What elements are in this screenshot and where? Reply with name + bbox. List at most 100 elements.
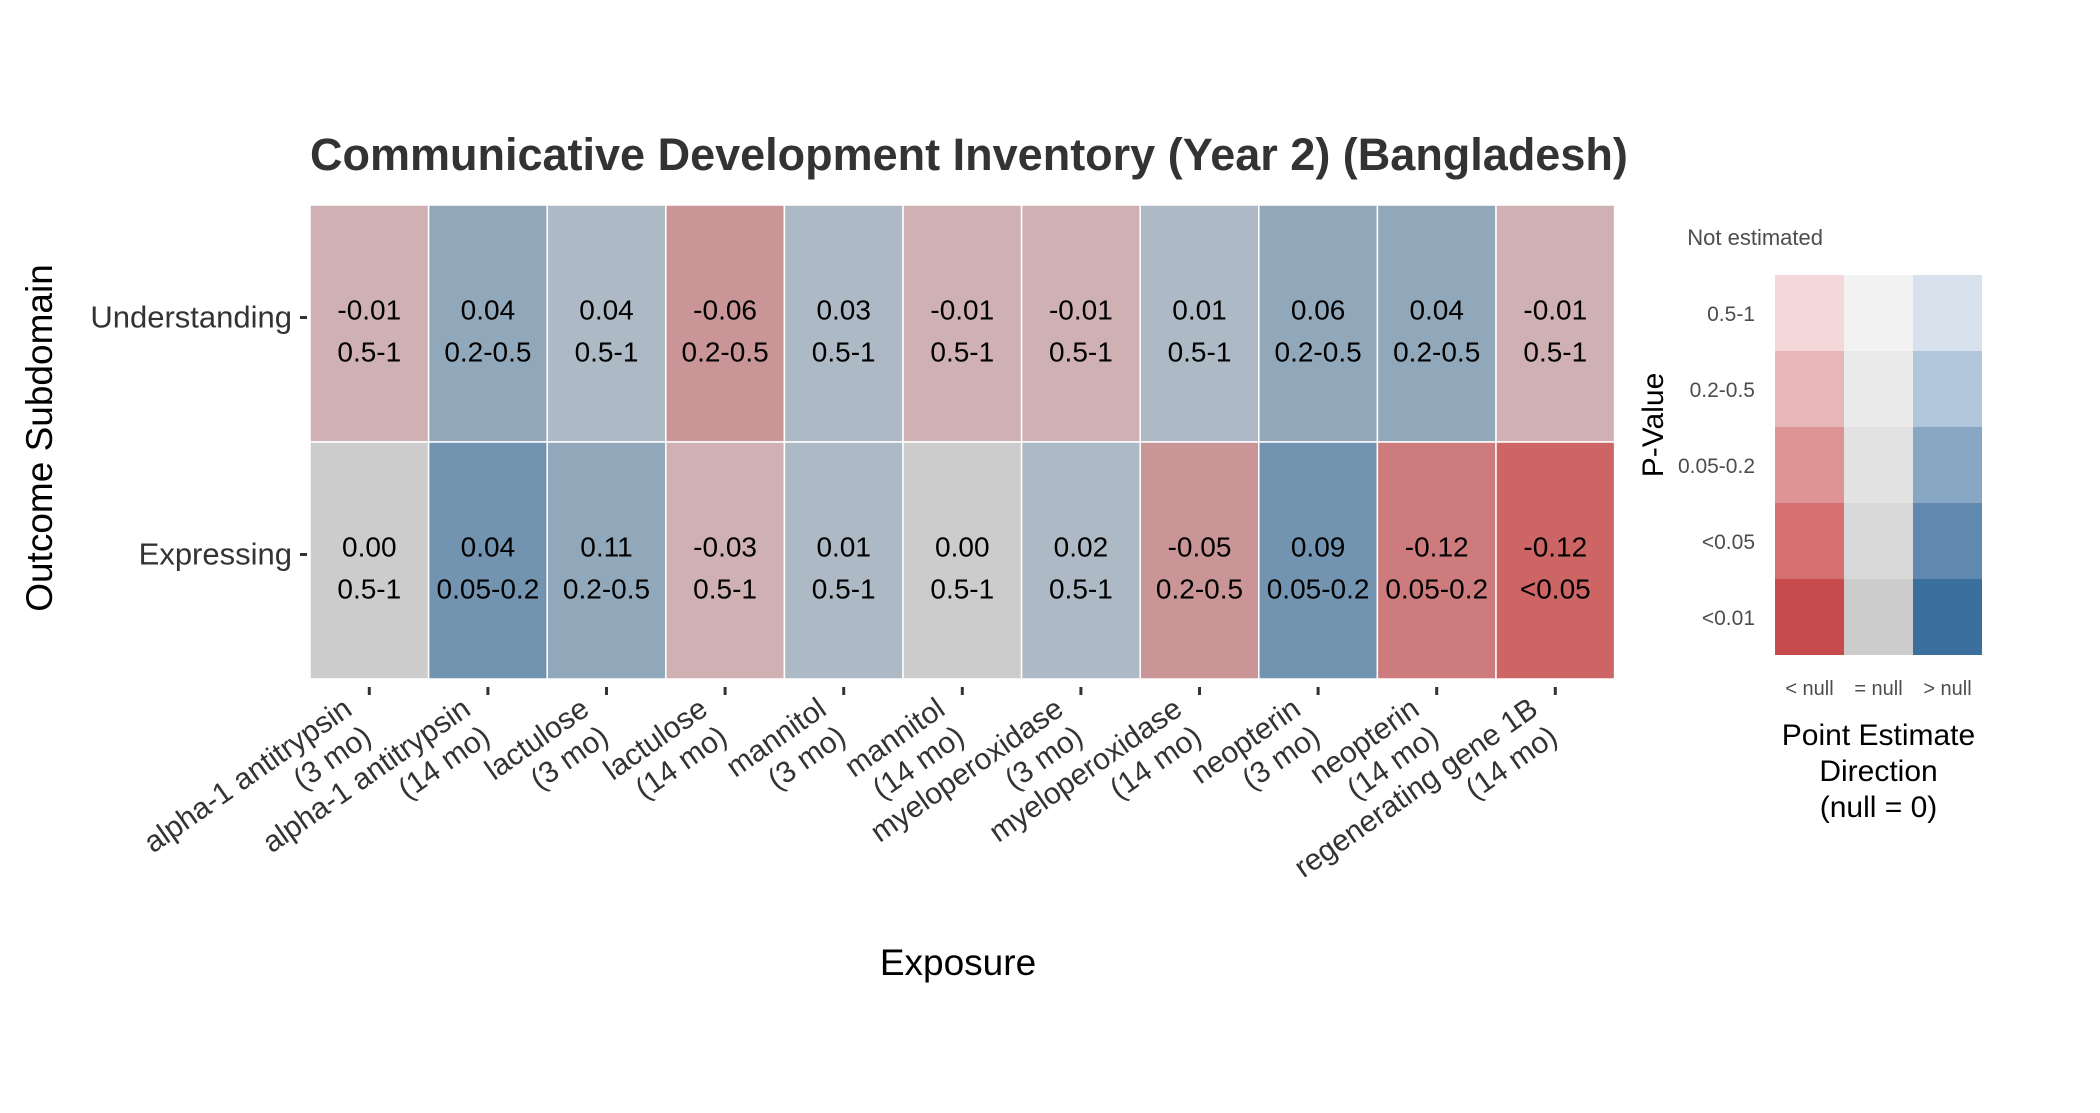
- legend-swatch: [1913, 503, 1982, 579]
- legend-swatch: [1844, 351, 1913, 427]
- legend-swatch: [1775, 427, 1844, 503]
- legend-pvalue-label: <0.05: [1702, 531, 1755, 554]
- x-tick-label: neopterin(3 mo): [1185, 692, 1326, 819]
- cell-estimate-label: 0.04: [1409, 295, 1464, 326]
- cell-pvalue-label: 0.05-0.2: [1385, 574, 1488, 605]
- cell-pvalue-label: <0.05: [1520, 574, 1591, 605]
- legend-pvalue-label: 0.5-1: [1707, 303, 1755, 326]
- cell-pvalue-label: 0.2-0.5: [1275, 337, 1362, 368]
- legend-swatch: [1775, 579, 1844, 655]
- cell-pvalue-label: 0.5-1: [337, 574, 401, 605]
- cell-pvalue-label: 0.5-1: [812, 337, 876, 368]
- cell-pvalue-label: 0.5-1: [930, 574, 994, 605]
- cell-estimate-label: -0.01: [1523, 295, 1587, 326]
- cell-estimate-label: -0.01: [1049, 295, 1113, 326]
- heatmap-cell: [665, 441, 786, 680]
- cell-pvalue-label: 0.05-0.2: [437, 574, 540, 605]
- heatmap-cell: [783, 204, 904, 443]
- cell-pvalue-label: 0.5-1: [1168, 337, 1232, 368]
- legend-swatch: [1775, 275, 1844, 351]
- x-axis-title: Exposure: [880, 942, 1036, 983]
- legend-not-estimated-label: Not estimated: [1687, 225, 1823, 250]
- cell-pvalue-label: 0.5-1: [812, 574, 876, 605]
- heatmap-cell: [1376, 441, 1497, 680]
- chart-title: Communicative Development Inventory (Yea…: [310, 129, 1628, 180]
- cell-pvalue-label: 0.2-0.5: [563, 574, 650, 605]
- x-tick-label: mannitol(3 mo): [720, 692, 851, 812]
- y-axis-title: Outcome Subdomain: [19, 264, 60, 612]
- legend-swatch: [1775, 351, 1844, 427]
- heatmap-cell: [902, 204, 1023, 443]
- legend-swatch: [1913, 427, 1982, 503]
- cell-estimate-label: -0.12: [1405, 532, 1469, 563]
- cell-estimate-label: 0.04: [579, 295, 634, 326]
- heatmap-cell: [1139, 204, 1260, 443]
- x-tick-label: lactulose(3 mo): [479, 692, 614, 815]
- cell-pvalue-label: 0.5-1: [930, 337, 994, 368]
- x-tick-label: alpha-1 antitrypsin(14 mo): [257, 692, 496, 887]
- legend-swatch: [1913, 351, 1982, 427]
- legend: P-Value Not estimated 0.5-1 0.2-0.5 0.05-0…: [1637, 225, 1982, 824]
- cell-pvalue-label: 0.2-0.5: [1393, 337, 1480, 368]
- cell-estimate-label: 0.01: [1172, 295, 1227, 326]
- heatmap-cell: [309, 441, 430, 680]
- cell-estimate-label: 0.03: [816, 295, 871, 326]
- cell-estimate-label: 0.09: [1291, 532, 1346, 563]
- heatmap-cell: [427, 441, 548, 680]
- cell-pvalue-label: 0.05-0.2: [1267, 574, 1370, 605]
- heatmap-cell: [546, 441, 667, 680]
- legend-direction-title: (null = 0): [1820, 791, 1938, 824]
- heatmap-cell: [427, 204, 548, 443]
- cell-estimate-label: 0.04: [461, 295, 516, 326]
- legend-swatch: [1913, 275, 1982, 351]
- legend-direction-label: < null: [1785, 678, 1833, 700]
- legend-direction-title: Direction: [1819, 755, 1937, 788]
- heatmap-cell: [1139, 441, 1260, 680]
- heatmap-cell: [902, 441, 1023, 680]
- cell-estimate-label: 0.06: [1291, 295, 1346, 326]
- cell-pvalue-label: 0.2-0.5: [1156, 574, 1243, 605]
- y-tick-label: Understanding: [90, 300, 292, 335]
- legend-pvalue-label: <0.01: [1702, 607, 1755, 630]
- heatmap-cell: [309, 204, 430, 443]
- heatmap-cell: [1376, 204, 1497, 443]
- cell-pvalue-label: 0.5-1: [1049, 337, 1113, 368]
- cell-pvalue-label: 0.5-1: [693, 574, 757, 605]
- legend-direction-label: = null: [1854, 678, 1902, 700]
- cell-estimate-label: -0.01: [930, 295, 994, 326]
- cell-estimate-label: -0.12: [1523, 532, 1587, 563]
- cell-pvalue-label: 0.2-0.5: [682, 337, 769, 368]
- heatmap-cell: [1495, 204, 1616, 443]
- heatmap-cells: -0.01 0.5-1 0.04 0.2-0.5 0.04 0.5-1 -0.06 0.2-0…: [309, 204, 1616, 680]
- legend-swatch: [1844, 579, 1913, 655]
- heatmap-cell: [1495, 441, 1616, 680]
- legend-swatch: [1913, 579, 1982, 655]
- legend-swatch: [1844, 275, 1913, 351]
- cell-estimate-label: 0.01: [816, 532, 871, 563]
- heatmap-cell: [546, 204, 667, 443]
- heatmap-cell: [665, 204, 786, 443]
- cell-estimate-label: 0.02: [1054, 532, 1109, 563]
- y-tick-label: Expressing: [139, 537, 292, 572]
- x-tick-label: lactulose(14 mo): [598, 692, 733, 815]
- cell-estimate-label: -0.01: [337, 295, 401, 326]
- cell-estimate-label: 0.04: [461, 532, 516, 563]
- legend-pvalue-label: 0.2-0.5: [1690, 379, 1755, 402]
- cell-pvalue-label: 0.5-1: [1049, 574, 1113, 605]
- cell-estimate-label: 0.11: [580, 532, 632, 563]
- heatmap-cell: [1020, 441, 1141, 680]
- heatmap-cell: [783, 441, 904, 680]
- legend-pvalue-label: 0.05-0.2: [1678, 455, 1755, 478]
- cell-pvalue-label: 0.5-1: [575, 337, 639, 368]
- cell-pvalue-label: 0.5-1: [337, 337, 401, 368]
- cell-estimate-label: -0.05: [1168, 532, 1232, 563]
- legend-direction-label: > null: [1923, 678, 1971, 700]
- cell-estimate-label: -0.03: [693, 532, 757, 563]
- legend-direction-title: Point Estimate: [1782, 719, 1975, 752]
- legend-swatch: [1844, 427, 1913, 503]
- cell-pvalue-label: 0.2-0.5: [444, 337, 531, 368]
- legend-swatch: [1844, 503, 1913, 579]
- cell-pvalue-label: 0.5-1: [1523, 337, 1587, 368]
- legend-swatch: [1775, 503, 1844, 579]
